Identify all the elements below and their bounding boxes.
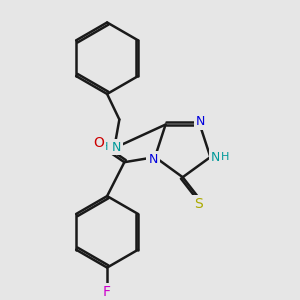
Text: H: H [220, 152, 229, 162]
Text: N: N [112, 141, 121, 154]
Text: O: O [93, 136, 104, 150]
Text: N: N [211, 151, 220, 164]
Text: S: S [194, 197, 202, 211]
Text: N: N [196, 115, 206, 128]
Text: N: N [148, 153, 158, 166]
Text: H: H [100, 142, 108, 152]
Text: F: F [103, 285, 111, 299]
